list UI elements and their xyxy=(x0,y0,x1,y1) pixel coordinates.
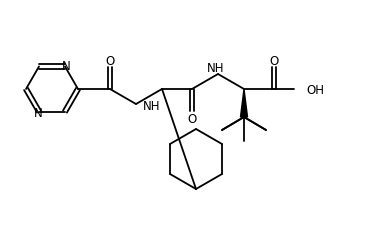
Text: NH: NH xyxy=(207,61,225,74)
Text: O: O xyxy=(187,112,197,125)
Text: NH: NH xyxy=(143,99,160,112)
Text: OH: OH xyxy=(306,83,324,96)
Polygon shape xyxy=(241,90,248,118)
Text: O: O xyxy=(269,54,279,67)
Text: O: O xyxy=(105,54,114,67)
Text: N: N xyxy=(33,106,42,119)
Text: N: N xyxy=(61,60,70,73)
